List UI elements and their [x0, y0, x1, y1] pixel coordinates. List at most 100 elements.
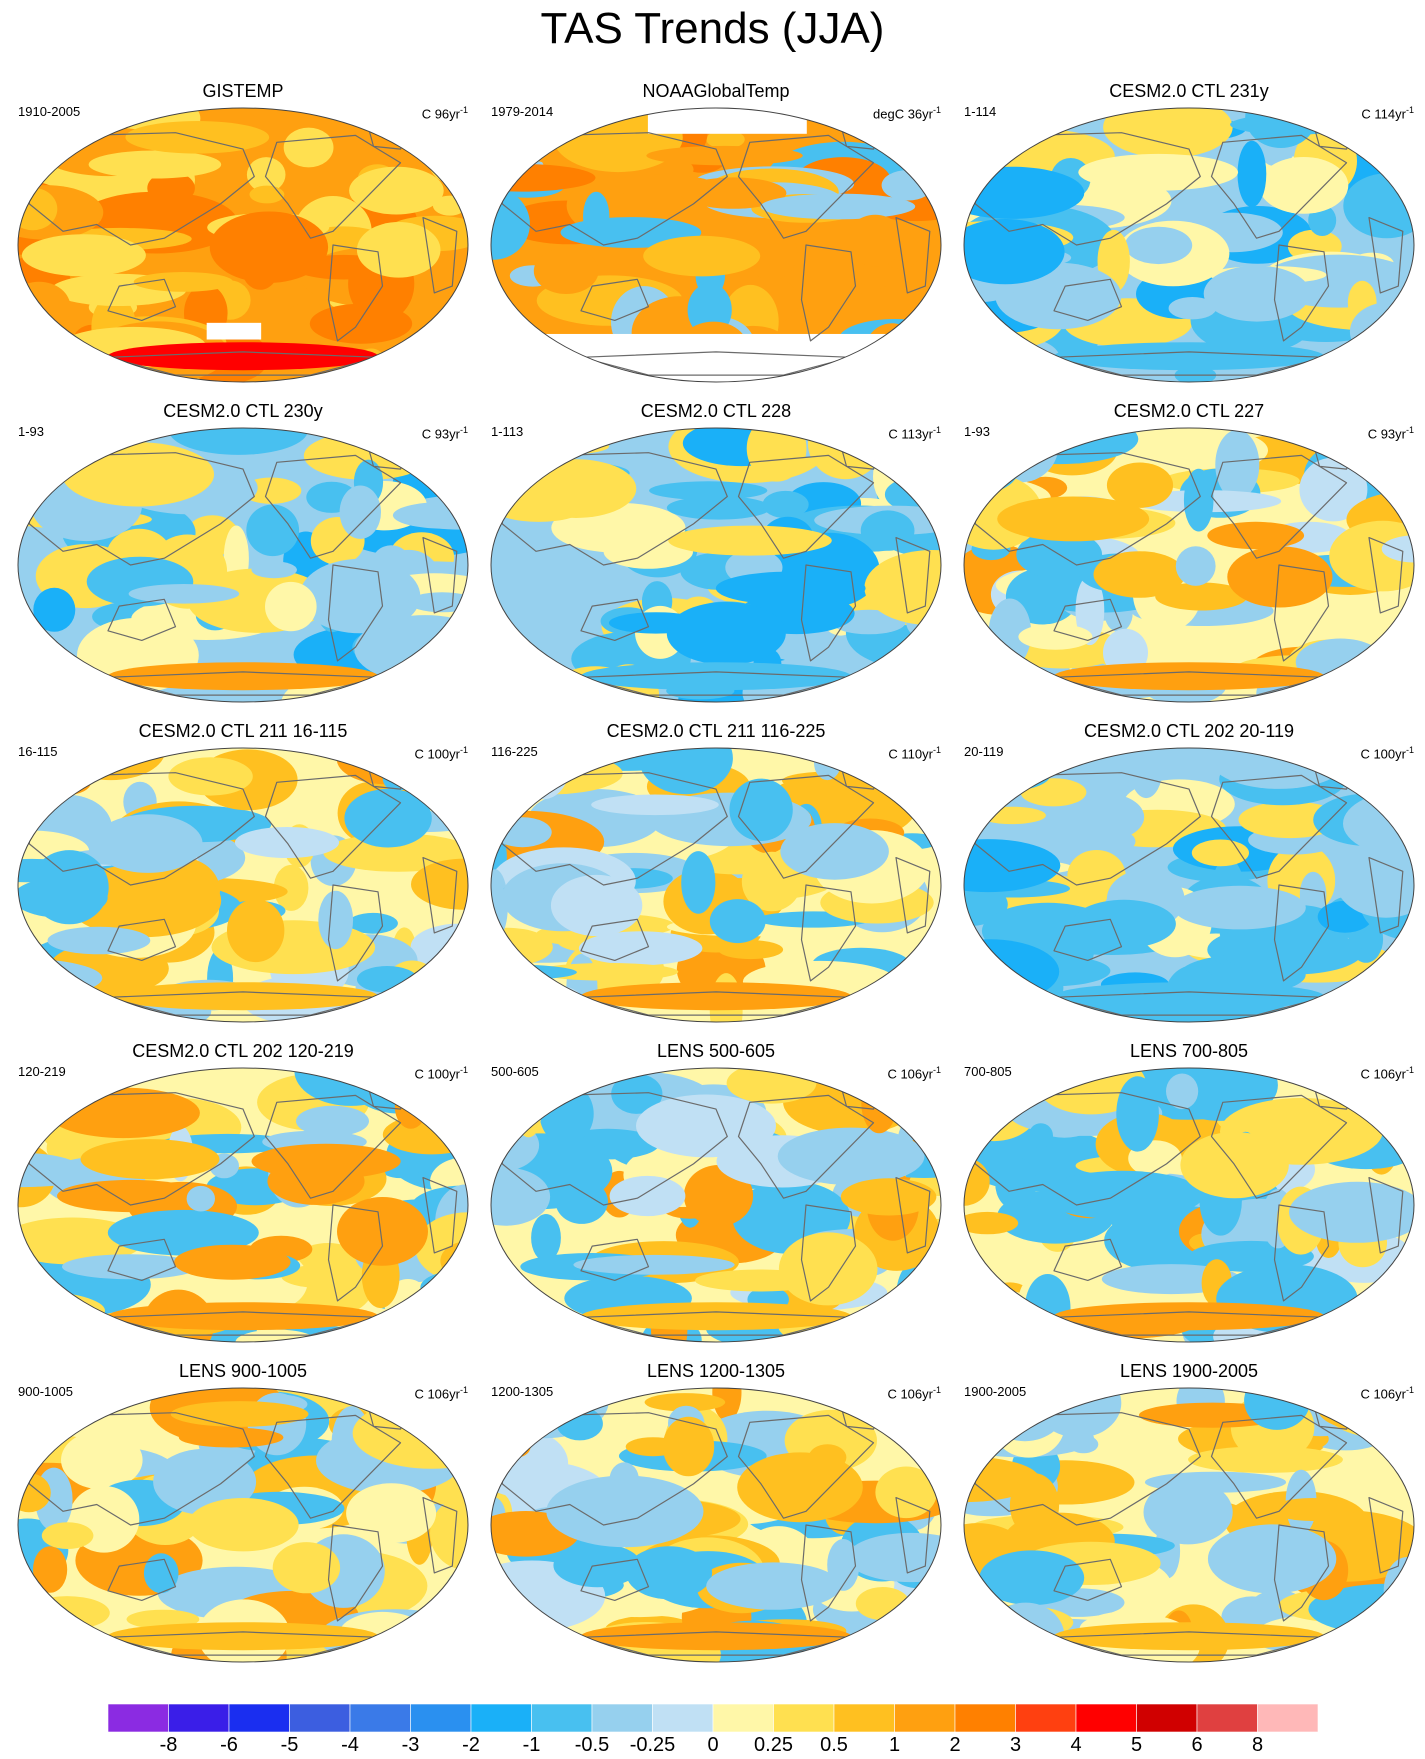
field-contour	[591, 794, 719, 816]
panel-period: 1-93	[964, 424, 991, 439]
coastline	[800, 244, 857, 342]
coastline	[422, 537, 458, 614]
coastline	[1210, 774, 1348, 879]
coastline	[1273, 884, 1330, 982]
coastline	[422, 1497, 458, 1574]
field-contour	[864, 550, 941, 626]
field-contour	[1041, 1170, 1204, 1220]
panel-title: CESM2.0 CTL 211 116-225	[606, 721, 826, 741]
coastline	[501, 1092, 728, 1206]
coastline	[28, 1092, 255, 1206]
panel-title: LENS 1200-1305	[646, 1361, 786, 1381]
field-contour	[422, 760, 468, 782]
coastline	[28, 132, 255, 246]
field-contour	[108, 1622, 378, 1651]
coastline	[737, 1414, 875, 1519]
panel-period: 900-1005	[18, 1384, 73, 1399]
field-contour	[108, 1302, 378, 1331]
field-contour	[47, 1087, 200, 1139]
field-contour	[47, 926, 151, 955]
panel-period: 1979-2014	[491, 104, 554, 119]
field-contour	[1191, 839, 1249, 867]
coastline	[107, 671, 379, 696]
field-contour	[636, 1094, 776, 1158]
map-panel: CESM2.0 CTL 202 20-119 20-119 C 100yr-1	[954, 720, 1424, 1040]
coastline	[580, 1631, 852, 1656]
field-contour	[895, 1265, 925, 1333]
field-contour	[344, 788, 432, 848]
coastline	[580, 671, 852, 696]
field-contour	[581, 1302, 851, 1331]
field-contour	[626, 1546, 713, 1600]
coastline	[107, 991, 379, 1016]
panel-title: LENS 700-805	[1129, 1041, 1249, 1061]
coastline	[1273, 1524, 1330, 1622]
field-contour	[550, 874, 643, 937]
coastline	[1053, 1311, 1325, 1336]
field-contour	[265, 581, 317, 632]
field-contour	[1215, 429, 1260, 500]
map-outline	[963, 747, 1415, 1023]
field-contour	[964, 219, 1065, 285]
field-contour	[643, 235, 761, 277]
coastline	[28, 1412, 255, 1526]
field-contour	[491, 1388, 587, 1402]
coastline	[1368, 217, 1404, 294]
coastline	[1210, 134, 1348, 239]
map-panel: CESM2.0 CTL 211 16-115 16-115 C 100yr-1	[8, 720, 478, 1040]
field-contour	[21, 234, 146, 277]
panel-units: degC 36yr-1	[873, 105, 941, 122]
field-contour	[746, 226, 798, 281]
coastline	[1273, 564, 1330, 662]
coastline	[107, 1238, 177, 1281]
field-contour	[1020, 778, 1087, 807]
colorbar-labels: -8 -6 -5 -4 -3 -2 -1 -0.5 -0.25 0 0.25 0.5 1 2 3 4 5 6 8	[0, 1733, 1425, 1759]
field-contour	[971, 336, 1061, 382]
field-contour	[249, 185, 285, 204]
field-contour	[666, 496, 771, 520]
field-contour	[498, 983, 582, 1013]
field-contour	[964, 1211, 1019, 1235]
map-field	[490, 747, 942, 1023]
field-contour	[339, 485, 381, 539]
panel-title: LENS 900-1005	[178, 1361, 308, 1381]
field-contour	[1032, 823, 1136, 860]
coastline	[800, 564, 857, 662]
coastline	[1368, 1497, 1404, 1574]
coastline	[107, 1311, 379, 1336]
field-contour	[491, 108, 559, 141]
field-contour	[209, 211, 329, 283]
field-contour	[666, 602, 786, 665]
field-contour	[1258, 157, 1349, 214]
field-contour	[522, 995, 561, 1022]
field-contour	[281, 1264, 366, 1289]
panel-period: 1910-2005	[18, 104, 81, 119]
colorbar-box	[470, 1704, 532, 1732]
field-contour	[108, 342, 378, 371]
field-contour	[421, 428, 468, 490]
field-contour	[581, 982, 851, 1011]
field-contour	[108, 662, 378, 691]
map-field	[490, 107, 942, 383]
colorbar-box	[1136, 1704, 1198, 1732]
field-contour	[709, 899, 766, 944]
field-contour	[581, 1622, 851, 1651]
field-contour	[251, 561, 297, 579]
field-contour	[80, 1139, 220, 1180]
field-contour	[904, 1270, 941, 1332]
panel-period: 20-119	[964, 744, 1004, 759]
coastline	[327, 1524, 384, 1622]
map-field	[963, 1387, 1415, 1663]
field-contour	[918, 111, 941, 133]
field-contour	[227, 899, 285, 963]
field-contour	[578, 931, 703, 966]
panel-period: 1900-2005	[964, 1384, 1027, 1399]
field-contour	[964, 108, 1044, 131]
field-contour	[309, 303, 413, 344]
field-contour	[536, 962, 679, 981]
coastline	[327, 564, 384, 662]
coastline	[1273, 1204, 1330, 1302]
field-contour	[491, 553, 565, 582]
colorbar-box	[1257, 1704, 1318, 1732]
panel-units: C 106yr-1	[1360, 1385, 1414, 1402]
